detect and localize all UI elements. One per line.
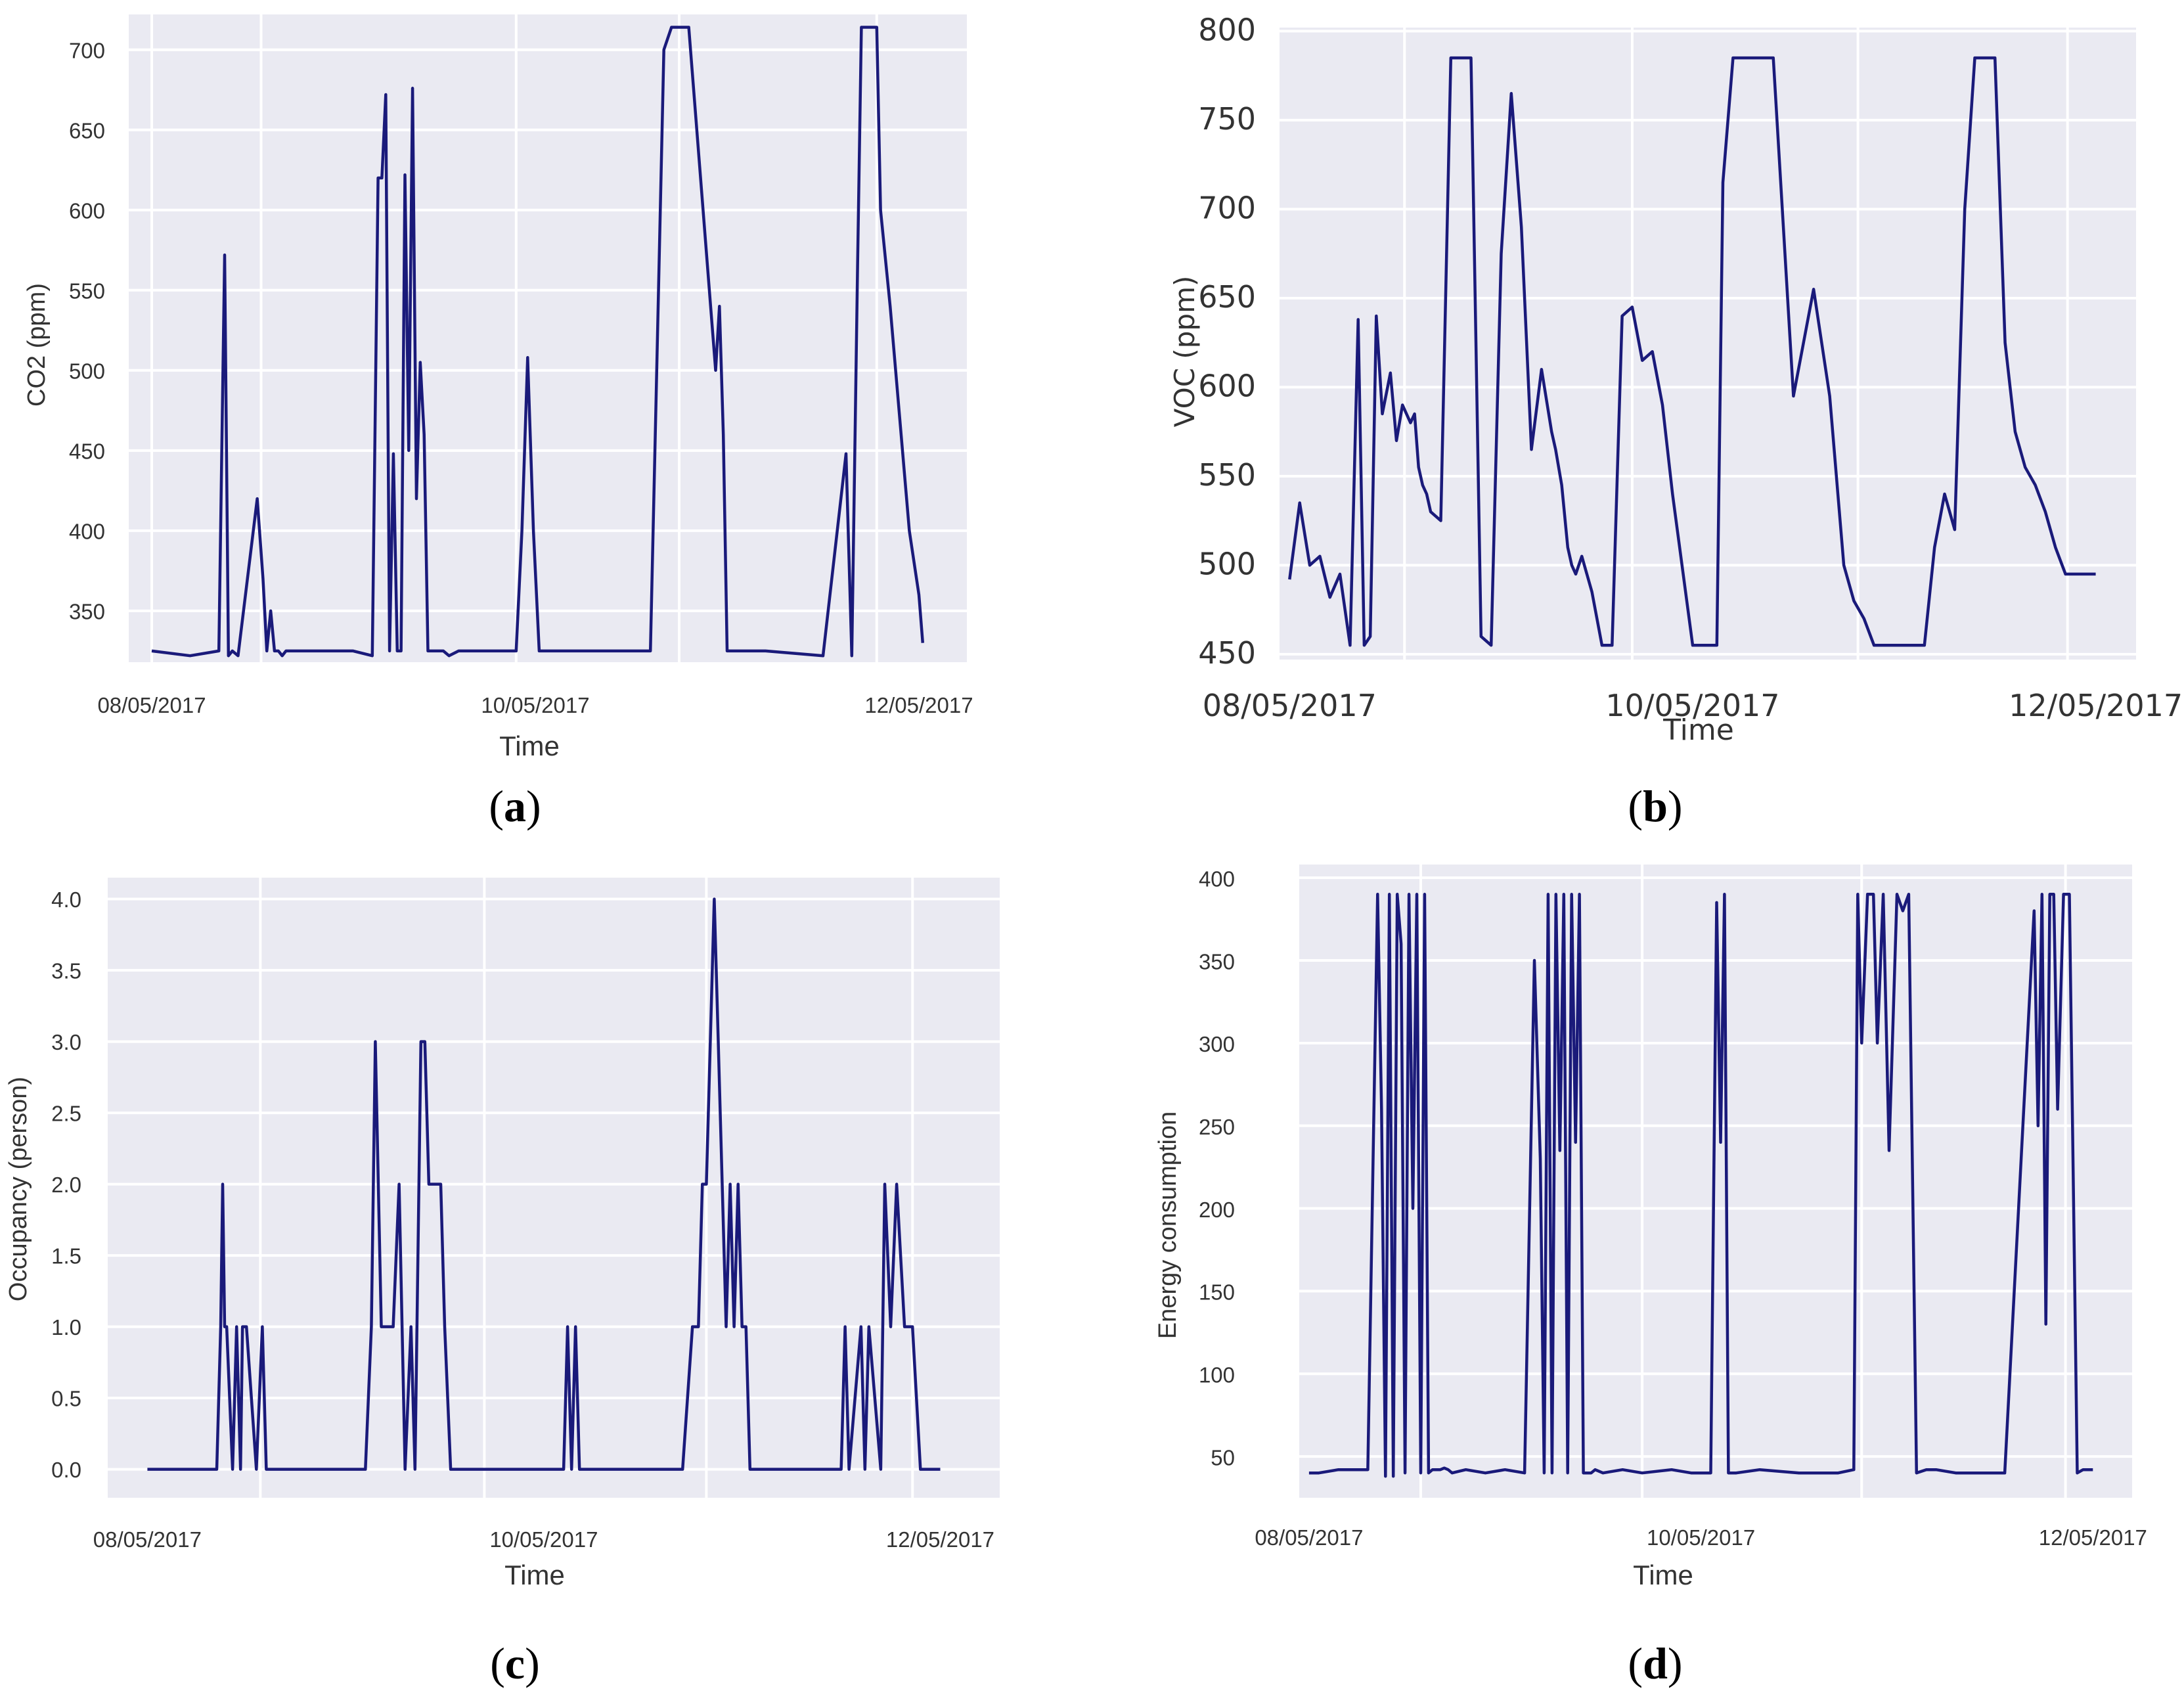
plot-area-c — [108, 878, 1000, 1498]
y-tick-label: 800 — [1198, 12, 1256, 47]
y-tick-label: 3.0 — [51, 1030, 81, 1054]
x-tick-labels-d: 08/05/2017 10/05/2017 12/05/2017 — [1255, 1525, 2147, 1550]
x-tick-label: 08/05/2017 — [93, 1527, 202, 1552]
y-tick-label: 700 — [1198, 190, 1256, 225]
y-axis-label-c: Occupancy (person) — [5, 1077, 32, 1301]
y-tick-label: 550 — [1198, 457, 1256, 493]
x-tick-label: 10/05/2017 — [489, 1527, 598, 1552]
y-tick-label: 150 — [1199, 1280, 1235, 1305]
y-tick-label: 650 — [1198, 279, 1256, 315]
x-tick-label: 12/05/2017 — [886, 1527, 994, 1552]
x-tick-label: 12/05/2017 — [864, 693, 973, 717]
y-tick-label: 4.0 — [51, 888, 81, 912]
y-tick-label: 1.0 — [51, 1315, 81, 1339]
x-axis-label-c: Time — [504, 1560, 565, 1590]
y-axis-label-a: CO2 (ppm) — [23, 283, 51, 407]
y-tick-label: 3.5 — [51, 959, 81, 983]
y-tick-label: 300 — [1199, 1032, 1235, 1056]
y-tick-label: 400 — [1199, 866, 1235, 891]
y-tick-label: 200 — [1199, 1198, 1235, 1222]
y-tick-label: 350 — [69, 600, 105, 624]
caption-letter-d: d — [1643, 1638, 1668, 1688]
series-line-co2 — [151, 26, 925, 658]
y-axis-label-d: Energy consumption — [1154, 1112, 1182, 1339]
grid-b — [1280, 28, 2136, 660]
y-tick-label: 450 — [1198, 635, 1256, 671]
y-tick-label: 2.5 — [51, 1102, 81, 1126]
x-tick-label: 12/05/2017 — [2039, 1525, 2147, 1550]
caption-letter-b: b — [1643, 781, 1668, 831]
chart-panel-a: 08/05/2017 10/05/2017 12/05/2017 350 400 450… — [23, 14, 973, 831]
x-axis-label-d: Time — [1633, 1560, 1693, 1590]
y-tick-labels-a: 350 400 450 500 550 600 650 700 — [69, 38, 105, 623]
y-tick-label: 0.0 — [51, 1458, 81, 1482]
grid-c — [108, 878, 1000, 1498]
plot-area-a — [129, 14, 967, 662]
y-tick-label: 700 — [69, 38, 105, 62]
x-tick-label: 10/05/2017 — [481, 693, 589, 717]
y-tick-label: 350 — [1199, 949, 1235, 974]
chart-panel-b: 08/05/2017 10/05/2017 12/05/2017 450 500 550… — [1169, 12, 2183, 831]
x-tick-labels-b: 08/05/2017 10/05/2017 12/05/2017 — [1203, 688, 2183, 723]
y-tick-label: 1.5 — [51, 1244, 81, 1269]
x-axis-label-a: Time — [499, 730, 560, 761]
y-tick-label: 100 — [1199, 1363, 1235, 1387]
y-tick-label: 50 — [1211, 1445, 1235, 1470]
x-tick-label: 12/05/2017 — [2009, 688, 2183, 723]
x-tick-labels-a: 08/05/2017 10/05/2017 12/05/2017 — [97, 693, 973, 717]
y-tick-label: 250 — [1199, 1115, 1235, 1139]
y-tick-label: 750 — [1198, 101, 1256, 137]
y-tick-labels-b: 450 500 550 600 650 700 750 800 — [1198, 12, 1256, 670]
caption-letter-c: c — [505, 1638, 525, 1688]
y-tick-label: 600 — [1198, 368, 1256, 403]
x-tick-label: 08/05/2017 — [1203, 688, 1377, 723]
x-tick-label: 08/05/2017 — [97, 693, 206, 717]
y-axis-label-b: VOC (ppm) — [1169, 276, 1201, 428]
y-tick-label: 2.0 — [51, 1173, 81, 1197]
y-tick-label: 500 — [69, 359, 105, 383]
caption-c: (c) — [490, 1638, 540, 1688]
y-tick-label: 0.5 — [51, 1387, 81, 1411]
y-tick-label: 500 — [1198, 546, 1256, 581]
plot-area-b — [1280, 28, 2136, 660]
y-tick-label: 450 — [69, 439, 105, 463]
x-axis-label-b: Time — [1662, 713, 1734, 747]
series-line-voc — [1288, 56, 2096, 647]
y-tick-label: 600 — [69, 198, 105, 223]
series-line-occupancy — [147, 897, 941, 1471]
y-tick-label: 400 — [69, 519, 105, 543]
y-tick-labels-c: 0.0 0.5 1.0 1.5 2.0 2.5 3.0 3.5 4.0 — [51, 888, 81, 1482]
grid-a — [129, 14, 967, 662]
caption-letter-a: a — [504, 781, 526, 831]
x-tick-label: 08/05/2017 — [1255, 1525, 1363, 1550]
caption-b: (b) — [1628, 781, 1682, 831]
y-tick-labels-d: 50 100 150 200 250 300 350 400 — [1199, 866, 1235, 1470]
caption-d: (d) — [1628, 1638, 1682, 1688]
y-tick-label: 650 — [69, 118, 105, 143]
chart-panel-c: 08/05/2017 10/05/2017 12/05/2017 0.0 0.5 1.0… — [5, 878, 1000, 1688]
chart-panel-d: 08/05/2017 10/05/2017 12/05/2017 50 100 150 2… — [1154, 865, 2147, 1688]
series-line-energy — [1308, 893, 2093, 1478]
y-tick-label: 550 — [69, 279, 105, 303]
x-tick-label: 10/05/2017 — [1605, 688, 1779, 723]
caption-a: (a) — [489, 781, 541, 831]
x-tick-label: 10/05/2017 — [1647, 1525, 1755, 1550]
x-tick-labels-c: 08/05/2017 10/05/2017 12/05/2017 — [93, 1527, 994, 1552]
grid-d — [1299, 865, 2132, 1498]
